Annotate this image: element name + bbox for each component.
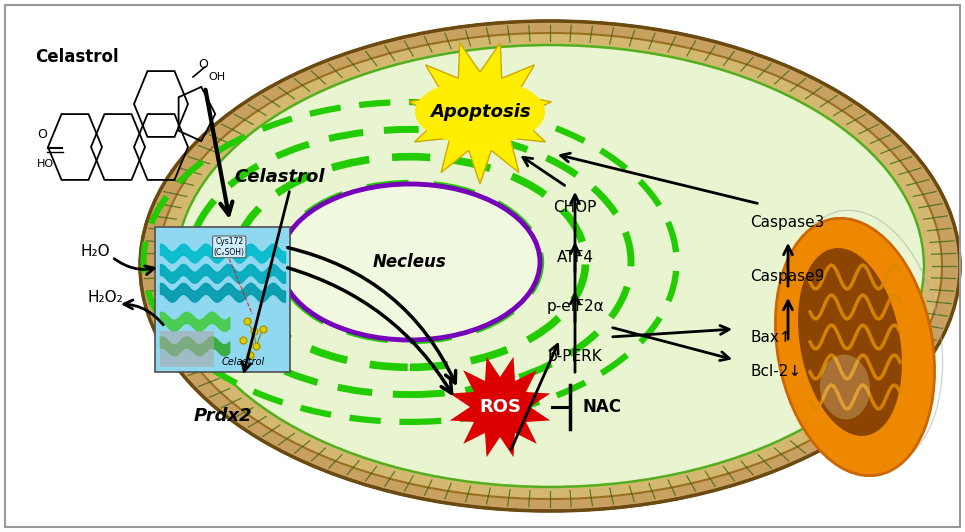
Bar: [155, 227, 290, 372]
Text: Cys172
(CₓSOH): Cys172 (CₓSOH): [214, 237, 245, 256]
Text: H₂O₂: H₂O₂: [87, 289, 123, 304]
FancyArrowPatch shape: [288, 247, 455, 383]
Text: O: O: [37, 128, 47, 140]
Text: ATF4: ATF4: [557, 250, 593, 264]
Text: Prdx2: Prdx2: [193, 407, 252, 425]
FancyArrowPatch shape: [206, 90, 233, 215]
FancyArrowPatch shape: [784, 301, 792, 339]
FancyArrowPatch shape: [114, 259, 154, 275]
Text: HO: HO: [37, 159, 54, 169]
FancyArrowPatch shape: [613, 328, 730, 361]
Text: CHOP: CHOP: [553, 200, 596, 214]
Ellipse shape: [798, 248, 902, 436]
FancyArrowPatch shape: [523, 157, 565, 186]
Text: OH: OH: [208, 72, 225, 82]
Polygon shape: [409, 43, 551, 184]
Ellipse shape: [176, 45, 924, 487]
Text: ROS: ROS: [479, 398, 521, 416]
Text: H₂O: H₂O: [80, 245, 110, 260]
Ellipse shape: [820, 354, 870, 419]
Ellipse shape: [140, 21, 960, 511]
FancyArrowPatch shape: [561, 153, 758, 203]
Text: Bax↑: Bax↑: [750, 329, 791, 345]
FancyArrowPatch shape: [242, 192, 290, 371]
Text: O: O: [198, 57, 207, 71]
FancyArrowPatch shape: [784, 246, 792, 286]
Text: p-PERK: p-PERK: [547, 350, 602, 364]
FancyArrowPatch shape: [124, 300, 163, 325]
Ellipse shape: [280, 184, 540, 340]
Text: Celastrol: Celastrol: [234, 168, 325, 186]
Text: Caspase9: Caspase9: [750, 270, 824, 285]
Polygon shape: [450, 357, 550, 457]
Text: Apoptosis: Apoptosis: [429, 103, 531, 121]
Ellipse shape: [158, 33, 942, 499]
FancyArrowPatch shape: [511, 344, 558, 450]
Text: Celastrol: Celastrol: [35, 48, 119, 66]
Text: NAC: NAC: [583, 398, 622, 416]
Text: Necleus: Necleus: [373, 253, 447, 271]
Text: Bcl-2↓: Bcl-2↓: [750, 364, 801, 379]
FancyArrowPatch shape: [288, 268, 452, 393]
Ellipse shape: [776, 218, 934, 476]
Text: Celastrol: Celastrol: [221, 357, 264, 367]
Bar: [160, 331, 214, 367]
FancyArrowPatch shape: [613, 326, 730, 337]
FancyArrowPatch shape: [570, 245, 579, 322]
Ellipse shape: [415, 79, 545, 145]
Text: Caspase3: Caspase3: [750, 214, 824, 229]
Text: p-eIF2α: p-eIF2α: [546, 300, 604, 314]
FancyArrowPatch shape: [570, 195, 579, 272]
FancyArrowPatch shape: [570, 295, 579, 372]
